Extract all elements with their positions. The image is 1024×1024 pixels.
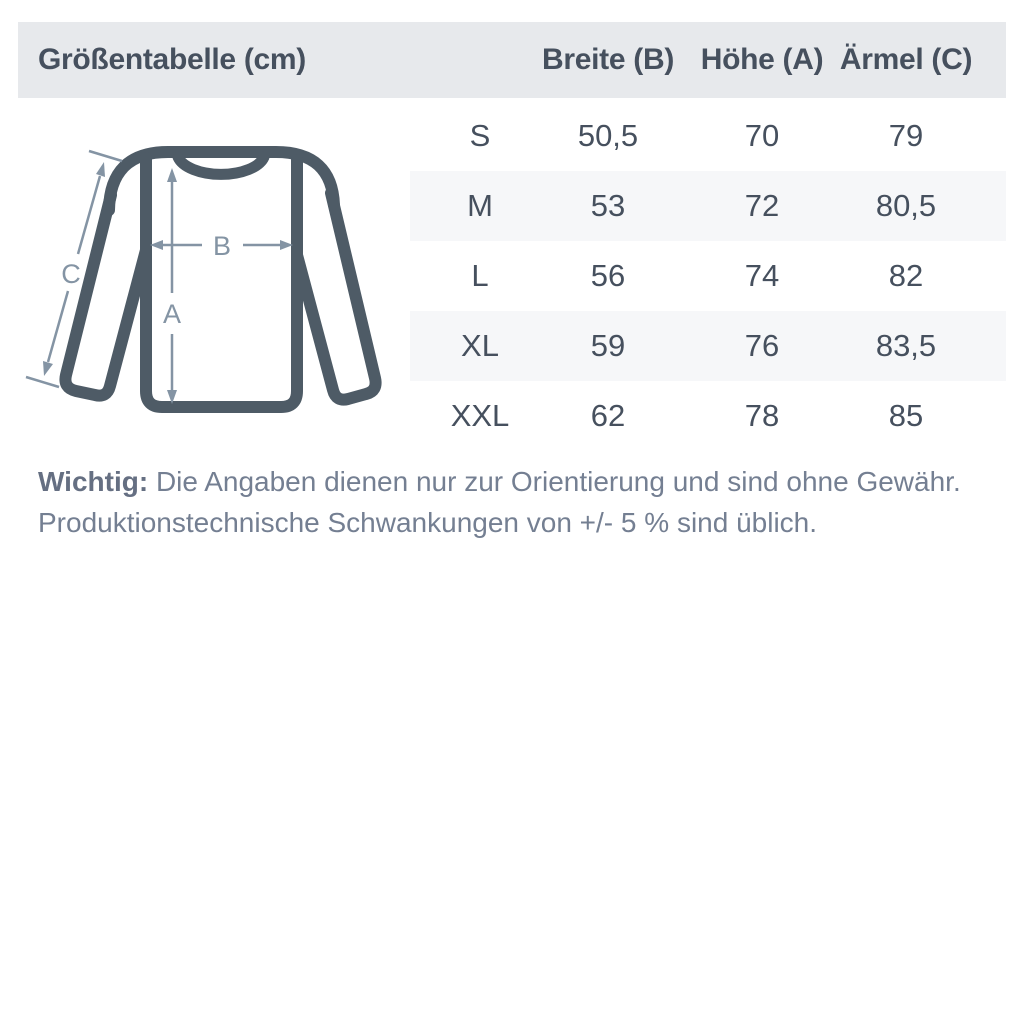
sweater-measurement-diagram: A B C — [25, 146, 382, 413]
size-label: XL — [461, 328, 499, 363]
sweater-right-sleeve — [291, 187, 382, 406]
disclaimer-rest: Die Angaben dienen nur zur Orientierung … — [148, 466, 961, 497]
aermel-value: 85 — [888, 398, 924, 433]
hoehe-value: 70 — [744, 118, 780, 153]
sleeve-label: C — [61, 259, 81, 289]
table-row: XL 59 76 83,5 — [410, 311, 1006, 381]
size-label: M — [467, 188, 493, 223]
width-arrow — [150, 240, 293, 250]
arrow-line — [46, 290, 70, 363]
arrow-head — [96, 162, 105, 177]
breite-value: 53 — [590, 188, 626, 223]
height-arrow — [167, 168, 177, 404]
sleeve-arrow — [25, 149, 123, 389]
page-title: Größentabelle (cm) — [38, 43, 306, 76]
sweater-body — [140, 152, 303, 413]
disclaimer-note: Wichtig: Die Angaben dienen nur zur Orie… — [38, 461, 998, 543]
dimension-tick — [88, 149, 123, 163]
sweater-left-sleeve — [59, 189, 152, 402]
arrow-head — [280, 240, 293, 250]
column-header-breite: Breite (B) — [541, 43, 675, 76]
breite-value: 62 — [590, 398, 626, 433]
dimension-tick — [25, 375, 60, 389]
hoehe-value: 76 — [744, 328, 780, 363]
sweater-collar — [172, 151, 270, 180]
width-label: B — [213, 231, 231, 261]
aermel-value: 83,5 — [875, 328, 937, 363]
arrow-head — [167, 168, 177, 182]
disclaimer-line1: Wichtig: Die Angaben dienen nur zur Orie… — [38, 461, 998, 502]
aermel-value: 82 — [888, 258, 924, 293]
table-row: L 56 74 82 — [410, 241, 1006, 311]
aermel-value: 79 — [888, 118, 924, 153]
hoehe-value: 72 — [744, 188, 780, 223]
arrow-line — [76, 175, 102, 255]
height-label: A — [163, 299, 181, 329]
hoehe-value: 74 — [744, 258, 780, 293]
sweater-outline — [59, 146, 382, 413]
aermel-value: 80,5 — [875, 188, 937, 223]
arrow-head — [43, 361, 53, 376]
header-bar: Größentabelle (cm) Breite (B) Höhe (A) Ä… — [18, 22, 1006, 98]
size-label: S — [469, 118, 491, 153]
table-row: S 50,5 70 79 — [410, 101, 1006, 171]
arrow-head — [167, 390, 177, 404]
disclaimer-bold: Wichtig: — [38, 466, 149, 497]
size-label: L — [471, 258, 489, 293]
sweater-shoulder-line — [103, 146, 340, 216]
table-row: M 53 72 80,5 — [410, 171, 1006, 241]
size-table: S 50,5 70 79 M 53 72 80,5 L 56 74 82 XL … — [410, 101, 1006, 451]
disclaimer-line2: Produktionstechnische Schwankungen von +… — [38, 507, 818, 538]
table-row: XXL 62 78 85 — [410, 381, 1006, 451]
breite-value: 59 — [590, 328, 626, 363]
arrow-head — [150, 240, 163, 250]
hoehe-value: 78 — [744, 398, 780, 433]
column-header-hoehe: Höhe (A) — [700, 43, 824, 76]
breite-value: 50,5 — [577, 118, 639, 153]
size-label: XXL — [450, 398, 510, 433]
column-header-aermel: Ärmel (C) — [839, 43, 973, 76]
breite-value: 56 — [590, 258, 626, 293]
